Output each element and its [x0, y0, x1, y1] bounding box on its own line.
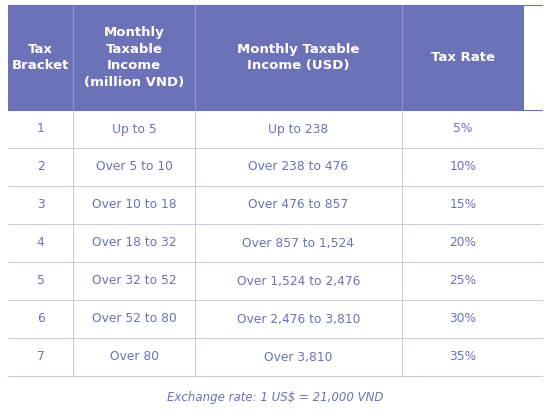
Bar [195, 5, 402, 110]
Text: Exchange rate: 1 US$ = 21,000 VND: Exchange rate: 1 US$ = 21,000 VND [167, 390, 383, 403]
Text: 2: 2 [37, 161, 45, 173]
Text: Monthly Taxable
Income (USD): Monthly Taxable Income (USD) [237, 43, 360, 72]
Text: Tax Rate: Tax Rate [431, 51, 495, 64]
Bar [8, 224, 542, 262]
Text: 30%: 30% [449, 313, 476, 326]
Text: Over 32 to 52: Over 32 to 52 [92, 275, 177, 288]
Text: 5%: 5% [453, 122, 472, 135]
Text: Up to 5: Up to 5 [112, 122, 156, 135]
Text: Over 10 to 18: Over 10 to 18 [92, 199, 177, 212]
Text: 4: 4 [37, 237, 45, 250]
Text: Over 52 to 80: Over 52 to 80 [92, 313, 177, 326]
Text: 25%: 25% [449, 275, 476, 288]
Text: Over 238 to 476: Over 238 to 476 [249, 161, 349, 173]
Text: Over 80: Over 80 [109, 351, 158, 364]
Text: Tax
Bracket: Tax Bracket [12, 43, 69, 72]
Text: Over 857 to 1,524: Over 857 to 1,524 [243, 237, 355, 250]
Text: 7: 7 [37, 351, 45, 364]
Text: 5: 5 [37, 275, 45, 288]
Text: 10%: 10% [449, 161, 476, 173]
Text: Over 5 to 10: Over 5 to 10 [96, 161, 173, 173]
Text: 15%: 15% [449, 199, 476, 212]
Text: Over 18 to 32: Over 18 to 32 [92, 237, 177, 250]
Bar [8, 110, 542, 148]
Text: Up to 238: Up to 238 [268, 122, 328, 135]
Bar [8, 148, 542, 186]
Text: 1: 1 [37, 122, 45, 135]
Bar [73, 5, 195, 110]
Text: Over 1,524 to 2,476: Over 1,524 to 2,476 [237, 275, 360, 288]
Bar [402, 5, 524, 110]
Text: Monthly
Taxable
Income
(million VND): Monthly Taxable Income (million VND) [84, 26, 184, 89]
Text: Over 2,476 to 3,810: Over 2,476 to 3,810 [237, 313, 360, 326]
Bar [8, 300, 542, 338]
Bar [8, 5, 73, 110]
Text: 20%: 20% [449, 237, 476, 250]
Text: Over 476 to 857: Over 476 to 857 [249, 199, 349, 212]
Bar [8, 338, 542, 376]
Text: 6: 6 [37, 313, 45, 326]
Text: Over 3,810: Over 3,810 [265, 351, 333, 364]
Text: 35%: 35% [449, 351, 476, 364]
Text: 3: 3 [37, 199, 45, 212]
Bar [8, 262, 542, 300]
Bar [8, 186, 542, 224]
